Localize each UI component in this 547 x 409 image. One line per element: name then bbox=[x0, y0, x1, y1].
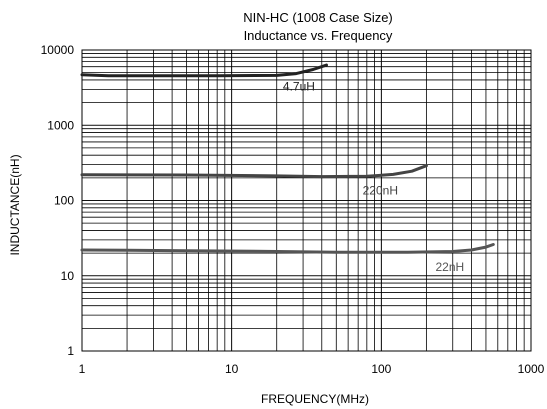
x-tick-labels: 1 10 100 1000 bbox=[79, 362, 545, 376]
series-line bbox=[80, 243, 495, 254]
plot-frame bbox=[81, 49, 532, 352]
y-tick-labels: 1 10 100 1000 10000 bbox=[41, 43, 75, 358]
y-axis-label: INDUCTANCE(nH) bbox=[8, 154, 22, 255]
grid bbox=[81, 49, 532, 352]
x-tick-label: 1000 bbox=[518, 362, 545, 376]
x-axis-label: FREQUENCY(MHz) bbox=[261, 392, 369, 406]
y-tick-label: 1000 bbox=[47, 118, 74, 132]
x-tick-label: 100 bbox=[371, 362, 391, 376]
y-tick-label: 10 bbox=[61, 269, 75, 283]
series-label: 220nH bbox=[363, 184, 398, 198]
series-label: 4.7uH bbox=[283, 79, 315, 93]
series-line bbox=[80, 164, 428, 179]
chart-subtitle: Inductance vs. Frequency bbox=[244, 28, 393, 43]
series-label: 22nH bbox=[435, 260, 464, 274]
y-tick-label: 100 bbox=[54, 194, 74, 208]
series-lines bbox=[80, 63, 495, 254]
x-tick-label: 10 bbox=[225, 362, 239, 376]
y-tick-label: 10000 bbox=[41, 43, 75, 57]
series-labels: 4.7uH 220nH 22nH bbox=[283, 79, 464, 274]
y-tick-label: 1 bbox=[67, 344, 74, 358]
series-line bbox=[80, 63, 328, 78]
x-tick-label: 1 bbox=[79, 362, 86, 376]
chart-title: NIN-HC (1008 Case Size) bbox=[243, 10, 393, 25]
